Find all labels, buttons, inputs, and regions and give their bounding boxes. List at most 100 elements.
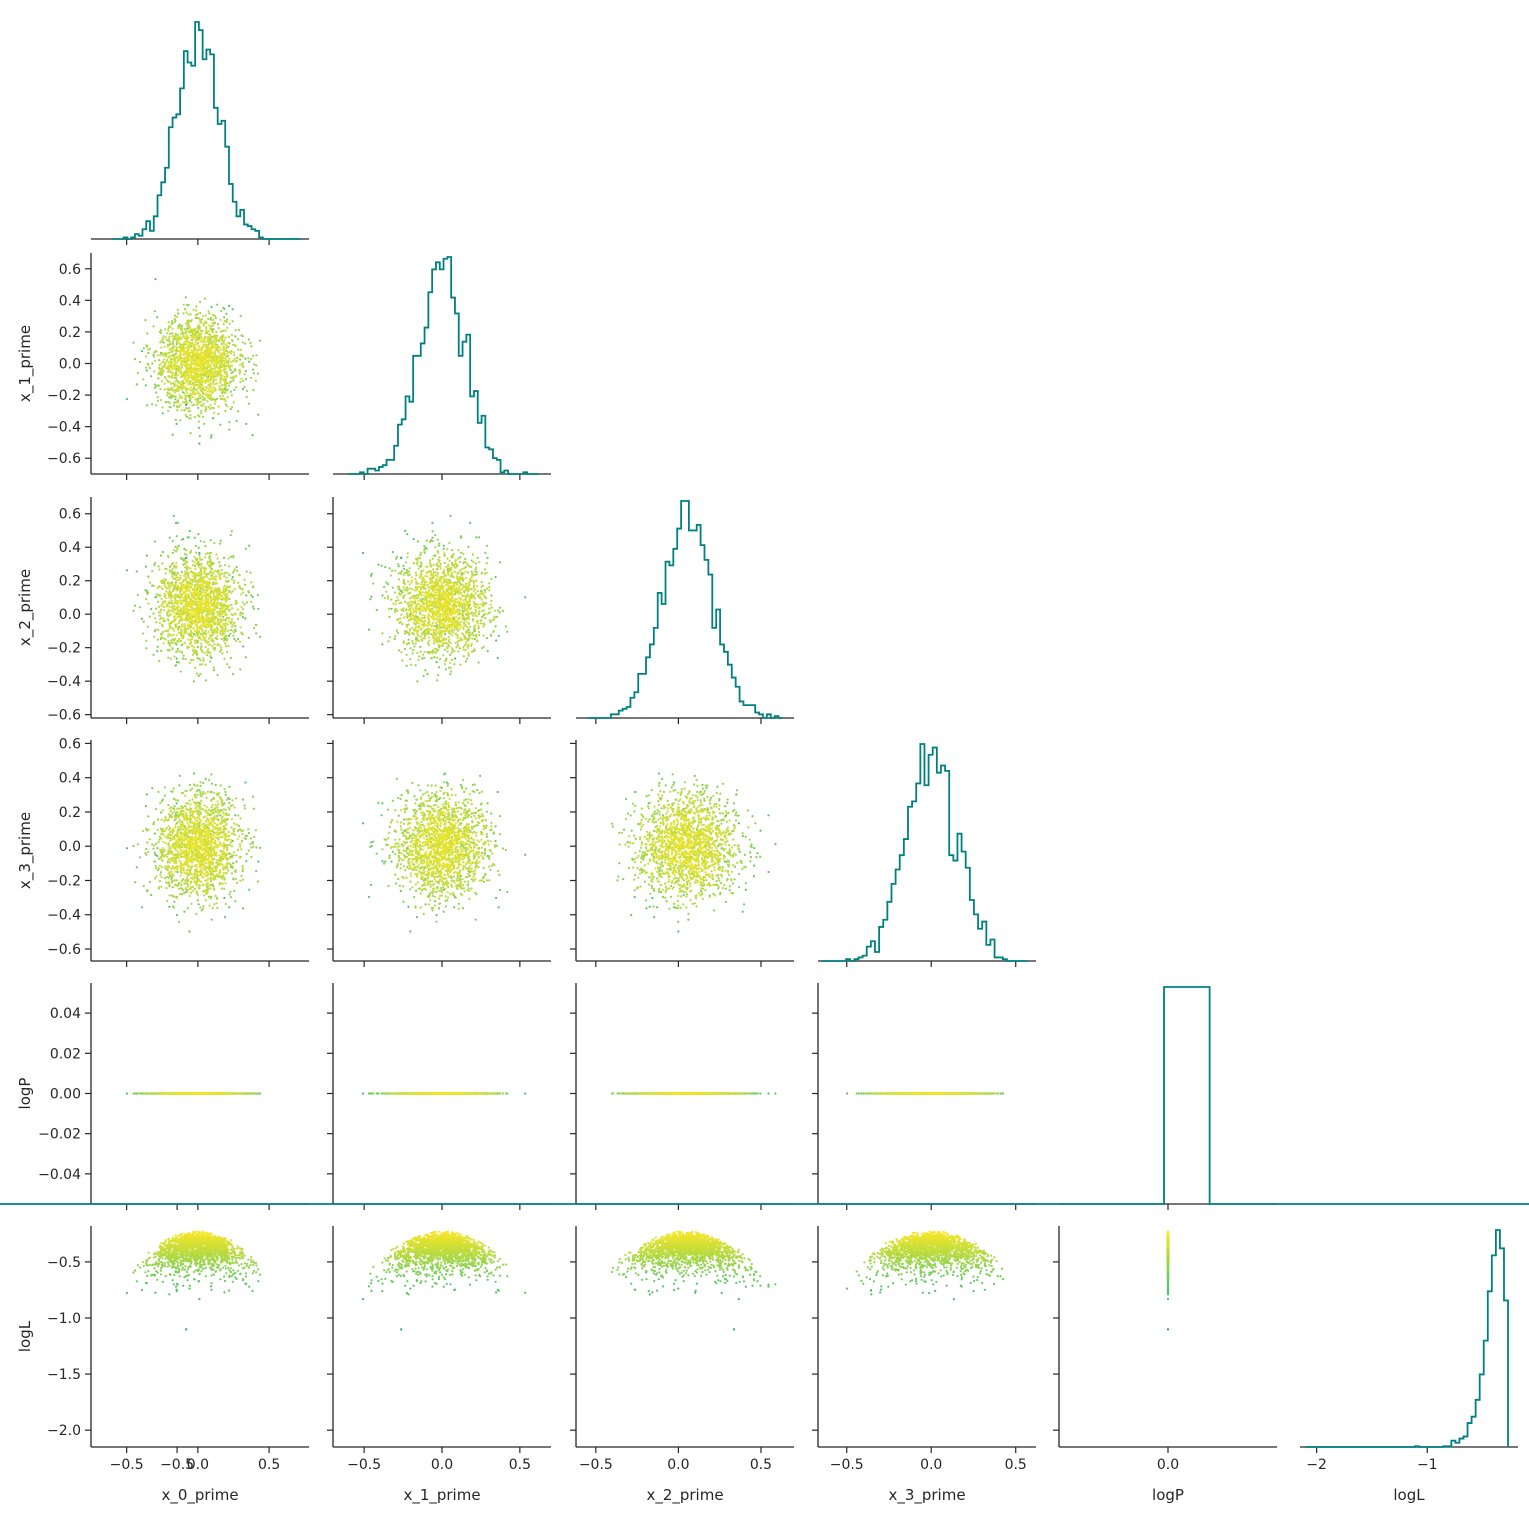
scatter-point (174, 573, 177, 576)
scatter-point (181, 586, 184, 589)
scatter-point (210, 370, 213, 373)
scatter-point (448, 638, 451, 641)
scatter-point (450, 670, 453, 673)
scatter-point (167, 320, 170, 324)
scatter-point (199, 610, 202, 613)
scatter-point (465, 576, 468, 579)
scatter-point (224, 389, 227, 392)
scatter-point (166, 359, 169, 362)
scatter-point (219, 381, 222, 384)
scatter-point (156, 586, 159, 590)
scatter-point (423, 656, 426, 660)
scatter-point (218, 346, 221, 349)
scatter-point (153, 383, 157, 386)
scatter-point (174, 332, 177, 335)
scatter-point (198, 553, 201, 556)
scatter-point (474, 624, 477, 627)
scatter-point (184, 397, 187, 400)
scatter-point (148, 347, 152, 350)
scatter-point (216, 644, 219, 647)
scatter-point (158, 605, 161, 608)
scatter-point (224, 329, 227, 332)
scatter-point (192, 626, 196, 630)
scatter-point (441, 638, 444, 641)
scatter-point (415, 636, 418, 639)
scatter-point (159, 585, 162, 588)
scatter-point (125, 569, 128, 572)
scatter-point (235, 419, 238, 422)
scatter-point (206, 600, 209, 603)
scatter-point (235, 601, 239, 605)
scatter-point (190, 641, 193, 644)
scatter-point (202, 576, 206, 579)
scatter-point (159, 354, 162, 357)
scatter-point (206, 551, 209, 555)
scatter-point (135, 383, 138, 386)
scatter-point (472, 619, 475, 623)
scatter-point (477, 625, 480, 628)
scatter-point (370, 595, 373, 598)
scatter-point (142, 347, 145, 350)
scatter-point (226, 326, 229, 329)
scatter-point (171, 394, 174, 397)
scatter-point (442, 568, 446, 571)
scatter-point (173, 571, 176, 574)
scatter-point (152, 612, 155, 615)
scatter-point (451, 634, 454, 637)
scatter-point (232, 401, 235, 404)
scatter-point (180, 616, 183, 619)
scatter-point (204, 597, 207, 600)
scatter-point (173, 638, 176, 642)
scatter-point (459, 663, 462, 666)
scatter-point (209, 566, 212, 569)
scatter-point (199, 379, 202, 382)
scatter-point (230, 333, 234, 337)
scatter-point (201, 398, 204, 401)
scatter-point (170, 592, 173, 595)
scatter-point (169, 657, 172, 660)
scatter-point (204, 556, 207, 559)
scatter-point (202, 402, 205, 405)
scatter-point (216, 346, 219, 349)
scatter-point (168, 351, 171, 354)
scatter-point (180, 625, 183, 629)
scatter-point (170, 382, 173, 385)
scatter-point (255, 632, 258, 635)
scatter-point (170, 354, 173, 357)
scatter-point (425, 547, 428, 550)
scatter-point (460, 551, 463, 554)
scatter-point (384, 590, 388, 593)
scatter-point (402, 607, 405, 610)
scatter-point (205, 330, 208, 333)
scatter-point (484, 551, 487, 555)
scatter-point (182, 618, 185, 621)
scatter-point (209, 327, 212, 330)
scatter-point (234, 625, 237, 628)
scatter-point (159, 609, 162, 612)
scatter-point (198, 344, 201, 347)
scatter-point (164, 366, 167, 369)
scatter-point (216, 637, 219, 641)
scatter-point (232, 359, 235, 362)
scatter-point (386, 583, 389, 586)
scatter-point (193, 585, 196, 589)
scatter-point (208, 387, 211, 390)
scatter-point (216, 623, 219, 626)
scatter-point (469, 625, 472, 628)
scatter-point (199, 540, 202, 543)
scatter-point (177, 615, 180, 618)
scatter-point (171, 332, 174, 335)
scatter-point (195, 356, 198, 359)
scatter-point (198, 353, 201, 356)
scatter-point (463, 590, 466, 593)
scatter-point (468, 595, 471, 598)
scatter-point (443, 561, 446, 565)
scatter-point (221, 329, 224, 332)
scatter-point (164, 355, 167, 358)
scatter-point (490, 606, 493, 609)
scatter-point (483, 588, 486, 592)
scatter-point (192, 658, 195, 662)
scatter-point (208, 356, 211, 359)
scatter-point (446, 557, 449, 560)
scatter-point (215, 331, 218, 334)
